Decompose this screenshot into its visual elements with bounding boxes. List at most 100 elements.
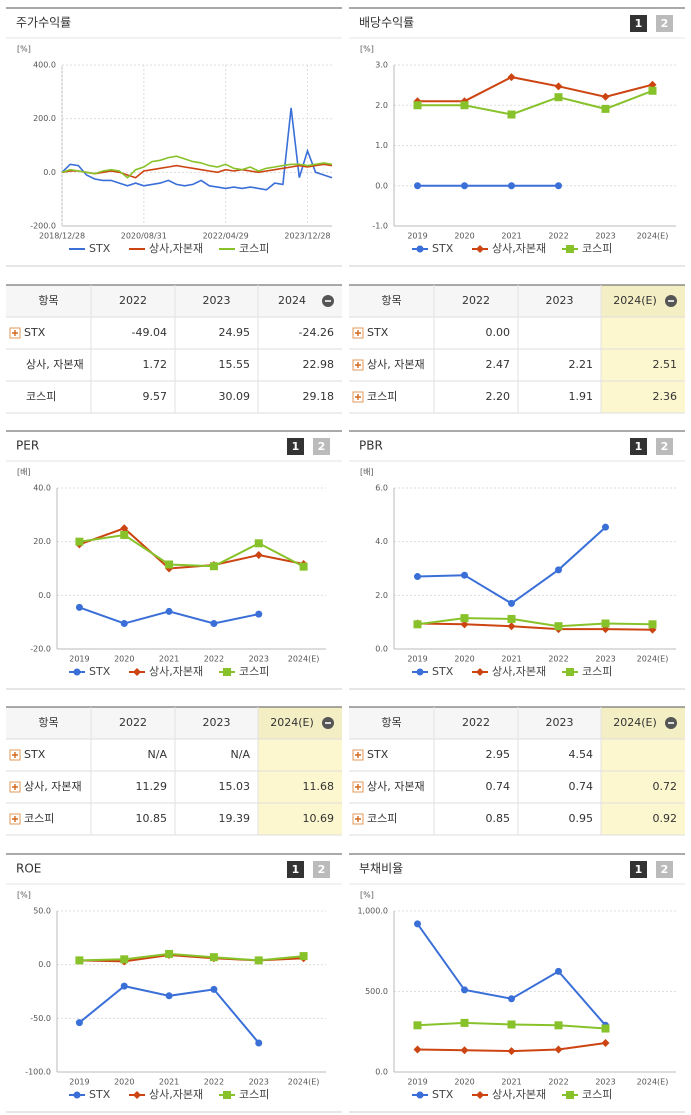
marker — [507, 614, 516, 623]
marker — [210, 985, 218, 993]
y-tick-label: -20.0 — [30, 645, 51, 654]
marker — [413, 101, 422, 110]
page-button[interactable] — [656, 15, 673, 32]
marker — [255, 610, 263, 618]
table-row-label: 상사, 자본재 — [26, 358, 84, 371]
series-line — [417, 76, 653, 103]
table-cell: 0.72 — [653, 780, 678, 793]
marker — [554, 82, 563, 91]
legend-marker — [223, 668, 231, 676]
x-tick-label: 2023 — [595, 655, 615, 664]
page-button[interactable] — [656, 861, 673, 878]
page-button-label[interactable]: 2 — [661, 863, 669, 876]
table-cell: 15.03 — [219, 780, 251, 793]
y-tick-label: 6.0 — [375, 484, 388, 493]
legend-label: STX — [89, 1088, 111, 1101]
x-tick-label: 2024(E) — [637, 1078, 669, 1087]
page-button[interactable] — [287, 861, 304, 878]
marker — [461, 571, 468, 579]
series-line — [416, 923, 607, 1026]
marker — [120, 530, 129, 539]
page-button-label[interactable]: 1 — [635, 863, 643, 876]
panel-title: 부채비율 — [359, 862, 403, 876]
page-button-label[interactable]: 2 — [661, 440, 669, 453]
legend-marker — [566, 668, 574, 676]
table-header-bg — [6, 285, 342, 317]
legend-marker — [73, 1091, 81, 1099]
marker — [299, 952, 308, 961]
series-line — [79, 952, 304, 962]
marker — [602, 523, 609, 531]
marker — [254, 539, 263, 548]
table-cell: 4.54 — [569, 748, 594, 761]
x-tick-label: 2024(E) — [637, 655, 669, 664]
y-tick-label: 400.0 — [33, 61, 56, 70]
marker — [414, 920, 421, 928]
series-line — [79, 533, 305, 568]
marker — [255, 1039, 263, 1047]
marker — [413, 620, 422, 629]
y-tick-label: 4.0 — [375, 537, 388, 546]
legend-marker — [566, 1091, 574, 1099]
table-row-label: 코스피 — [367, 812, 397, 825]
marker — [507, 110, 516, 119]
table-header-cell: 항목 — [381, 294, 401, 307]
page-button[interactable] — [313, 861, 330, 878]
x-tick-label: 2023 — [249, 1078, 269, 1087]
expand-icon-plus — [12, 330, 18, 336]
page-button-label[interactable]: 2 — [318, 863, 326, 876]
page-button-label[interactable]: 1 — [292, 863, 300, 876]
legend-marker — [133, 1091, 141, 1099]
table-cell: 2.36 — [653, 390, 678, 403]
page-button[interactable] — [313, 438, 330, 455]
y-tick-label: 500.0 — [365, 987, 388, 996]
page-button-label[interactable]: 2 — [661, 17, 669, 30]
marker — [507, 73, 516, 82]
x-tick-label: 2023 — [249, 655, 269, 664]
table-header-cell: 2022 — [119, 294, 147, 307]
page-button-label[interactable]: 1 — [635, 440, 643, 453]
legend-label: STX — [89, 242, 111, 255]
page-button-label[interactable]: 1 — [635, 17, 643, 30]
y-axis-unit: [%] — [17, 45, 31, 54]
table-header-cell: 2023 — [546, 716, 574, 729]
table-cell: 0.00 — [486, 326, 511, 339]
legend-marker — [476, 668, 484, 676]
legend-label: 코스피 — [582, 242, 612, 255]
table-header-cell: 2022 — [119, 716, 147, 729]
table-header-cell: 2024(E) — [613, 716, 657, 729]
marker — [508, 599, 515, 607]
page-button[interactable] — [630, 861, 647, 878]
y-axis-unit: [%] — [17, 891, 31, 900]
table-header-cell: 2024(E) — [613, 294, 657, 307]
page-button-label[interactable]: 2 — [318, 440, 326, 453]
x-tick-label: 2023 — [595, 1078, 615, 1087]
table-cell: 0.95 — [569, 812, 594, 825]
table-row-label: 코스피 — [24, 812, 54, 825]
page-button[interactable] — [630, 438, 647, 455]
y-tick-label: -1.0 — [372, 222, 388, 231]
page-button[interactable] — [656, 438, 673, 455]
table-header-cell: 2023 — [546, 294, 574, 307]
legend-label: 코스피 — [239, 1088, 269, 1101]
marker — [299, 562, 308, 571]
marker — [414, 182, 421, 190]
series-line — [417, 89, 653, 116]
marker — [120, 982, 128, 990]
y-tick-label: -100.0 — [25, 1068, 51, 1077]
page-button[interactable] — [287, 438, 304, 455]
page-button[interactable] — [630, 15, 647, 32]
table-cell: N/A — [148, 748, 168, 761]
marker — [209, 953, 218, 962]
page-button-label[interactable]: 1 — [292, 440, 300, 453]
expand-icon-plus — [12, 752, 18, 758]
marker — [601, 104, 610, 113]
expand-icon-plus — [355, 752, 361, 758]
x-tick-label: 2022 — [548, 1078, 568, 1087]
y-tick-label: -50.0 — [30, 1014, 51, 1023]
marker — [460, 620, 469, 629]
x-tick-label: 2021 — [501, 1078, 521, 1087]
marker — [120, 955, 129, 964]
x-tick-label: 2019 — [69, 1078, 89, 1087]
